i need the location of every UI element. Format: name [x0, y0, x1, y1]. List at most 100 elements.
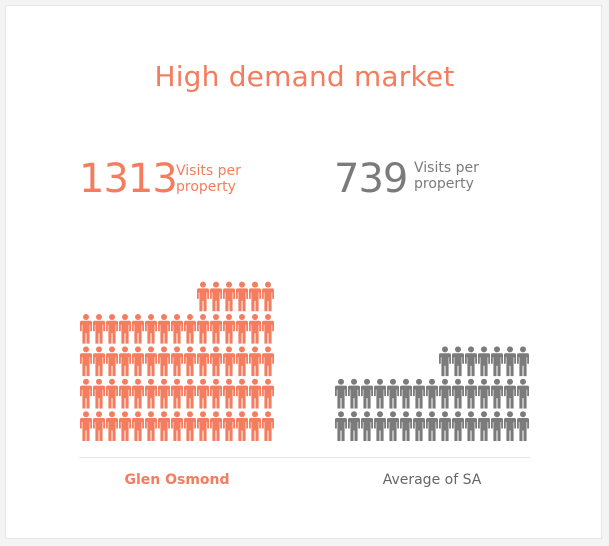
person-icon	[335, 378, 347, 409]
person-icon	[145, 378, 157, 409]
person-icon	[145, 346, 157, 377]
person-icon	[106, 314, 118, 344]
person-icon	[249, 314, 261, 344]
person-icon	[426, 378, 438, 409]
person-icon	[197, 346, 209, 377]
person-icon	[517, 411, 529, 441]
person-icon	[361, 411, 373, 441]
person-icon	[171, 346, 183, 377]
person-icon	[197, 281, 209, 312]
person-icon	[452, 411, 464, 441]
person-icon	[106, 411, 118, 441]
person-icon	[491, 411, 503, 441]
person-icon	[158, 346, 170, 377]
person-icon	[145, 411, 157, 441]
person-icon	[452, 378, 464, 409]
person-icon	[465, 346, 477, 377]
icons-glen-osmond	[80, 281, 274, 441]
person-icon	[413, 411, 425, 441]
person-icon	[439, 411, 451, 441]
category-glen-osmond: Glen Osmond	[124, 472, 230, 488]
person-icon	[374, 378, 386, 409]
value-glen-osmond: 1313	[79, 156, 178, 202]
person-icon	[236, 346, 248, 377]
person-icon	[478, 378, 490, 409]
person-icon	[184, 346, 196, 377]
person-icon	[197, 411, 209, 441]
person-icon	[93, 411, 105, 441]
person-icon	[236, 378, 248, 409]
person-icon	[439, 346, 451, 377]
person-icon	[119, 378, 131, 409]
person-icon	[210, 378, 222, 409]
icons-average-sa	[335, 346, 529, 441]
person-icon	[210, 346, 222, 377]
person-icon	[387, 378, 399, 409]
person-icon	[119, 346, 131, 377]
person-icon	[171, 314, 183, 344]
person-icon	[210, 314, 222, 344]
person-icon	[80, 411, 92, 441]
person-icon	[223, 346, 235, 377]
person-icon	[184, 378, 196, 409]
person-icon	[400, 378, 412, 409]
person-icon	[491, 346, 503, 377]
person-icon	[236, 314, 248, 344]
person-icon	[223, 411, 235, 441]
person-icon	[517, 378, 529, 409]
person-icon	[80, 314, 92, 344]
category-average-sa: Average of SA	[382, 472, 482, 488]
person-icon	[249, 346, 261, 377]
chart-title: High demand market	[154, 60, 455, 93]
person-icon	[478, 346, 490, 377]
person-icon	[387, 411, 399, 441]
person-icon	[426, 411, 438, 441]
person-icon	[197, 314, 209, 344]
person-icon	[439, 378, 451, 409]
person-icon	[400, 411, 412, 441]
person-icon	[348, 378, 360, 409]
person-icon	[236, 411, 248, 441]
person-icon	[80, 378, 92, 409]
person-icon	[171, 411, 183, 441]
person-icon	[210, 281, 222, 312]
person-icon	[249, 281, 261, 312]
person-icon	[93, 378, 105, 409]
person-icon	[93, 314, 105, 344]
person-icon	[132, 346, 144, 377]
person-icon	[452, 346, 464, 377]
person-icon	[223, 281, 235, 312]
person-icon	[504, 346, 516, 377]
person-icon	[158, 378, 170, 409]
person-icon	[491, 378, 503, 409]
person-icon	[80, 346, 92, 377]
person-icon	[262, 314, 274, 344]
value-average-sa: 739	[334, 156, 408, 202]
person-icon	[184, 411, 196, 441]
baseline-divider	[79, 457, 530, 458]
person-icon	[223, 378, 235, 409]
person-icon	[197, 378, 209, 409]
person-icon	[210, 411, 222, 441]
person-icon	[413, 378, 425, 409]
person-icon	[465, 411, 477, 441]
person-icon	[262, 378, 274, 409]
person-icon	[119, 411, 131, 441]
person-icon	[249, 378, 261, 409]
person-icon	[132, 378, 144, 409]
person-icon	[262, 411, 274, 441]
person-icon	[465, 378, 477, 409]
person-icon	[132, 314, 144, 344]
person-icon	[132, 411, 144, 441]
person-icon	[158, 314, 170, 344]
person-icon	[478, 411, 490, 441]
person-icon	[348, 411, 360, 441]
person-icon	[249, 411, 261, 441]
person-icon	[158, 411, 170, 441]
value-label-average-sa: Visits per property	[414, 160, 479, 192]
person-icon	[223, 314, 235, 344]
value-label-glen-osmond: Visits per property	[176, 163, 241, 195]
person-icon	[93, 346, 105, 377]
person-icon	[262, 346, 274, 377]
